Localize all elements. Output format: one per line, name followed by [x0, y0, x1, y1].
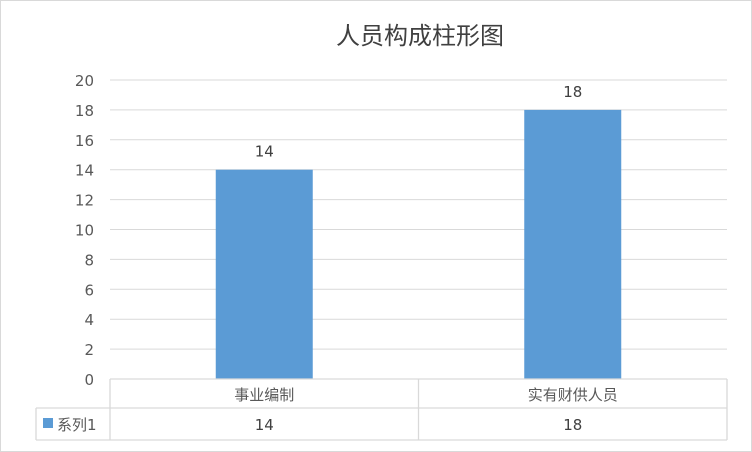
y-tick-label: 8: [84, 251, 94, 269]
y-tick-label: 0: [84, 371, 94, 389]
y-tick-label: 6: [84, 281, 94, 299]
data-label: 14: [255, 143, 274, 161]
y-tick-label: 20: [75, 72, 94, 90]
y-tick-label: 2: [84, 341, 94, 359]
y-tick-label: 12: [75, 192, 94, 210]
category-label: 实有财供人员: [528, 386, 618, 404]
legend-key: [43, 418, 53, 428]
y-tick-label: 14: [75, 162, 94, 180]
bar: [524, 109, 622, 380]
chart-title: 人员构成柱形图: [336, 22, 504, 50]
table-value: 18: [563, 416, 582, 434]
table-value: 14: [255, 416, 274, 434]
y-tick-label: 4: [84, 311, 94, 329]
y-tick-label: 16: [75, 132, 94, 150]
bar: [215, 169, 313, 379]
category-label: 事业编制: [234, 386, 294, 404]
y-tick-label: 10: [75, 222, 94, 240]
legend-label: 系列1: [57, 416, 97, 434]
data-label: 18: [563, 83, 582, 101]
y-tick-label: 18: [75, 102, 94, 120]
